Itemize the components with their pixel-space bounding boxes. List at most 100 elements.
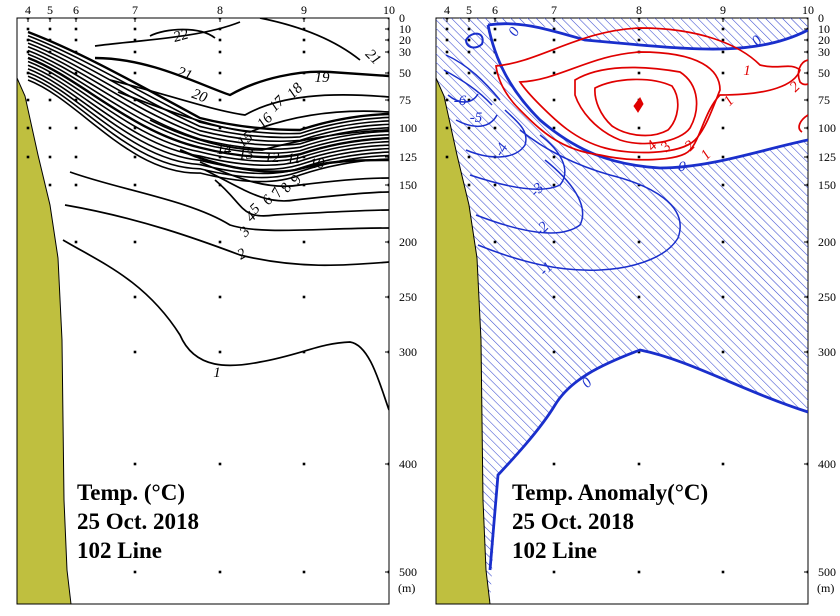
- contour-4: [214, 179, 389, 217]
- sample-dot: [74, 126, 78, 130]
- contour-label-21: 21: [175, 64, 195, 84]
- sample-dot: [133, 27, 137, 31]
- anomaly-core-marker: [633, 97, 644, 113]
- contour-label-10: 10: [310, 156, 326, 172]
- sample-dot: [552, 98, 556, 102]
- left-title: Temp. (°C): [77, 480, 185, 505]
- station-label-7: 7: [551, 3, 557, 17]
- depth-label-0: 0: [818, 11, 824, 25]
- contour-label-1: 1: [213, 365, 221, 381]
- depth-label-75: 75: [399, 93, 411, 107]
- sample-dot: [721, 462, 725, 466]
- contour-neg4: [465, 109, 527, 158]
- contour-label-13: 13: [239, 147, 254, 163]
- sample-dot: [133, 240, 137, 244]
- sample-dot: [552, 183, 556, 187]
- contour-pos-right-a: [797, 59, 808, 86]
- sample-dot: [302, 27, 306, 31]
- sample-dot: [493, 126, 497, 130]
- sample-dot: [493, 98, 497, 102]
- contour-20: [94, 56, 389, 97]
- contour-neg5: [455, 114, 498, 127]
- sample-dot: [218, 126, 222, 130]
- sample-dot: [218, 50, 222, 54]
- sample-dot: [133, 350, 137, 354]
- thermocline-contour: [27, 64, 389, 167]
- station-label-10: 10: [802, 3, 814, 17]
- depth-label-20: 20: [818, 33, 830, 47]
- sample-dot: [218, 350, 222, 354]
- sample-dot: [445, 71, 449, 75]
- sample-dot: [302, 462, 306, 466]
- sample-dot: [552, 570, 556, 574]
- sample-dot: [467, 38, 471, 42]
- left-plot-frame: [16, 17, 390, 605]
- sample-dot: [637, 295, 641, 299]
- sample-dot: [48, 155, 52, 159]
- depth-label-150: 150: [399, 178, 417, 192]
- sample-dot: [721, 98, 725, 102]
- sample-dot: [302, 98, 306, 102]
- right-date: 25 Oct. 2018: [512, 509, 634, 534]
- sample-dot: [493, 27, 497, 31]
- contour-6: [204, 169, 389, 202]
- sample-dot: [637, 71, 641, 75]
- sample-dot: [133, 126, 137, 130]
- sample-dot: [552, 27, 556, 31]
- sample-dot: [26, 126, 30, 130]
- anomaly-label-0: 0: [678, 159, 686, 175]
- sample-dot: [445, 50, 449, 54]
- contour-neg-bundle-b: [445, 54, 501, 101]
- depth-label-200: 200: [399, 235, 417, 249]
- anomaly-label-1: 1: [743, 63, 751, 79]
- depth-label-500: 500: [399, 565, 417, 579]
- depth-label-300: 300: [399, 345, 417, 359]
- thermocline-contour: [27, 79, 389, 183]
- sample-dot: [721, 71, 725, 75]
- contour-pos-right-b: [798, 114, 808, 133]
- sample-dot: [133, 570, 137, 574]
- sample-dot: [218, 240, 222, 244]
- sample-dot: [133, 50, 137, 54]
- depth-label-30: 30: [399, 45, 411, 59]
- sample-dot: [806, 18, 808, 20]
- sample-dot: [387, 18, 389, 20]
- contour-3: [69, 171, 389, 232]
- contour-label-20: 20: [190, 86, 210, 106]
- negative-contours: [443, 54, 681, 272]
- contour-19: [109, 79, 389, 116]
- sample-dot: [26, 50, 30, 54]
- contour-18: [117, 91, 389, 133]
- thermocline-contour: [27, 42, 389, 143]
- contour-8: [199, 161, 389, 188]
- station-label-8: 8: [217, 3, 223, 17]
- sample-dot: [493, 183, 497, 187]
- contour-zero-mid: [486, 24, 808, 170]
- sample-dot: [493, 38, 497, 42]
- sample-dot: [48, 98, 52, 102]
- depth-label-400: 400: [399, 457, 417, 471]
- depth-label-50: 50: [399, 66, 411, 80]
- sample-dot: [721, 183, 725, 187]
- sample-dot: [74, 240, 78, 244]
- thermocline-contour: [27, 71, 389, 175]
- depth-label-150: 150: [818, 178, 836, 192]
- sample-dot: [74, 98, 78, 102]
- left-contour-lines: [62, 18, 389, 411]
- contour-zero-top: [487, 22, 808, 51]
- sample-dot: [218, 570, 222, 574]
- sample-dot: [48, 126, 52, 130]
- depth-label-250: 250: [818, 290, 836, 304]
- sample-dot: [721, 27, 725, 31]
- station-label-6: 6: [492, 3, 498, 17]
- sample-dot: [721, 50, 725, 54]
- sample-dot: [721, 570, 725, 574]
- sample-dot: [445, 126, 449, 130]
- contour-zero-deep: [488, 348, 808, 571]
- contour-2: [64, 204, 389, 267]
- sample-dot: [133, 295, 137, 299]
- depth-label-400: 400: [818, 457, 836, 471]
- sample-dot: [552, 295, 556, 299]
